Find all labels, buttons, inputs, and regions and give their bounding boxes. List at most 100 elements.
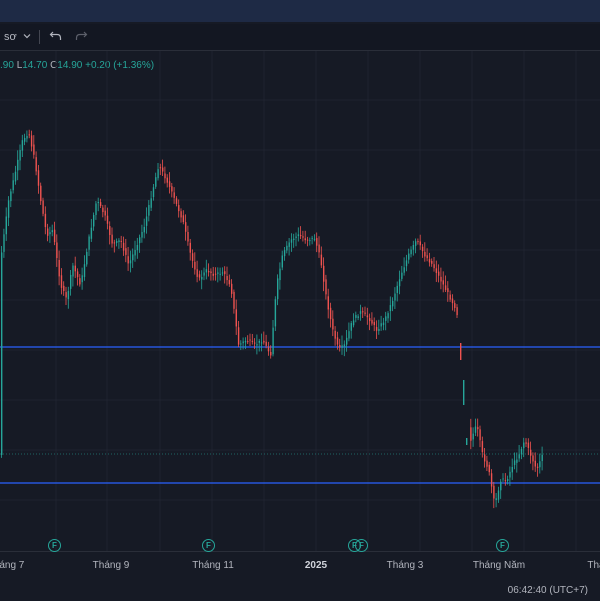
candle-body bbox=[58, 259, 60, 277]
candle-body bbox=[394, 293, 396, 301]
candle-body bbox=[350, 323, 352, 331]
candle-body bbox=[495, 498, 497, 500]
candle-body bbox=[235, 309, 237, 327]
candle-body bbox=[362, 311, 364, 313]
candle-body bbox=[233, 291, 235, 309]
candle-body bbox=[380, 323, 382, 327]
candle-body bbox=[265, 341, 267, 346]
candle-body bbox=[198, 274, 201, 278]
candle-body bbox=[304, 238, 306, 241]
candle-body bbox=[231, 283, 233, 294]
dividend-marker[interactable]: F bbox=[496, 539, 509, 552]
candle-body bbox=[401, 272, 403, 279]
undo-icon[interactable] bbox=[49, 29, 63, 47]
candle-body bbox=[171, 186, 173, 192]
candle-body bbox=[410, 249, 412, 255]
candle-body bbox=[37, 170, 40, 186]
candle-body bbox=[366, 315, 369, 318]
candle-body bbox=[240, 343, 242, 345]
candle-body bbox=[162, 167, 164, 172]
candle-body bbox=[466, 438, 468, 445]
candle-body bbox=[474, 426, 477, 433]
candle-body bbox=[440, 276, 442, 282]
candle-body bbox=[442, 280, 444, 285]
candle-body bbox=[481, 441, 484, 453]
candle-body bbox=[405, 260, 408, 267]
candle-body bbox=[332, 318, 334, 330]
candle-body bbox=[141, 231, 143, 238]
candle-body bbox=[392, 300, 394, 307]
candle-body bbox=[435, 268, 438, 273]
candlestick-series bbox=[1, 129, 543, 509]
candle-body bbox=[210, 271, 212, 273]
candle-body bbox=[19, 150, 21, 161]
candle-body bbox=[113, 242, 116, 244]
candle-body bbox=[378, 328, 380, 331]
candle-body bbox=[143, 226, 145, 233]
candle-body bbox=[527, 442, 530, 448]
candle-body bbox=[228, 280, 231, 285]
candle-body bbox=[70, 274, 72, 289]
price-chart[interactable] bbox=[0, 51, 600, 551]
candle-body bbox=[293, 238, 295, 240]
chart-type-button[interactable]: sơ bbox=[4, 30, 31, 44]
candle-body bbox=[191, 253, 194, 261]
candle-body bbox=[329, 307, 332, 320]
candle-body bbox=[311, 237, 313, 239]
candle-body bbox=[120, 240, 122, 242]
candle-body bbox=[523, 442, 525, 449]
candle-body bbox=[247, 341, 249, 343]
candle-body bbox=[74, 265, 76, 272]
dividend-marker[interactable]: F bbox=[202, 539, 215, 552]
dividend-marker[interactable]: F bbox=[355, 539, 368, 552]
candle-body bbox=[343, 344, 346, 347]
candle-body bbox=[122, 242, 125, 251]
candle-body bbox=[180, 211, 182, 218]
candle-body bbox=[463, 380, 465, 405]
low-value: 14.70 bbox=[22, 60, 48, 71]
candle-body bbox=[369, 318, 371, 322]
candle-body bbox=[373, 322, 375, 326]
candle-body bbox=[320, 254, 323, 266]
candle-body bbox=[484, 454, 486, 462]
candle-body bbox=[139, 237, 141, 244]
candle-body bbox=[86, 251, 88, 265]
candle-body bbox=[290, 239, 293, 243]
dividend-marker[interactable]: F bbox=[48, 539, 61, 552]
candle-body bbox=[224, 271, 226, 275]
candle-body bbox=[90, 227, 93, 239]
candle-body bbox=[415, 241, 417, 246]
time-axis[interactable]: Tháng 7 Tháng 9 Tháng 11 2025 Tháng 3 Th… bbox=[0, 551, 600, 601]
candle-body bbox=[536, 466, 539, 468]
time-tick: Tháng 11 bbox=[192, 560, 234, 571]
candle-body bbox=[159, 167, 162, 169]
candle-body bbox=[398, 279, 401, 287]
time-tick: Tháng 3 bbox=[386, 560, 424, 571]
candle-body bbox=[182, 215, 185, 223]
candle-body bbox=[470, 427, 472, 441]
candle-body bbox=[166, 177, 168, 183]
candle-body bbox=[205, 269, 208, 273]
candle-body bbox=[509, 471, 511, 478]
redo-icon[interactable] bbox=[74, 29, 88, 47]
candle-body bbox=[33, 144, 35, 155]
candle-body bbox=[534, 460, 536, 467]
candle-body bbox=[511, 466, 513, 473]
candle-body bbox=[359, 311, 362, 314]
candle-body bbox=[490, 473, 493, 487]
candle-body bbox=[189, 242, 191, 253]
candle-body bbox=[40, 185, 42, 202]
low-label: L bbox=[16, 60, 23, 71]
candle-body bbox=[421, 246, 424, 252]
time-tick: Tháng 9 bbox=[92, 560, 130, 571]
candle-body bbox=[17, 159, 19, 171]
candle-body bbox=[47, 228, 49, 236]
candle-body bbox=[35, 157, 37, 172]
candle-body bbox=[270, 351, 272, 356]
candle-body bbox=[417, 241, 419, 243]
candle-body bbox=[286, 245, 288, 251]
time-tick: Tháng 7 bbox=[0, 560, 25, 571]
candle-body bbox=[152, 187, 155, 197]
candle-body bbox=[488, 464, 490, 473]
candle-body bbox=[226, 276, 228, 281]
